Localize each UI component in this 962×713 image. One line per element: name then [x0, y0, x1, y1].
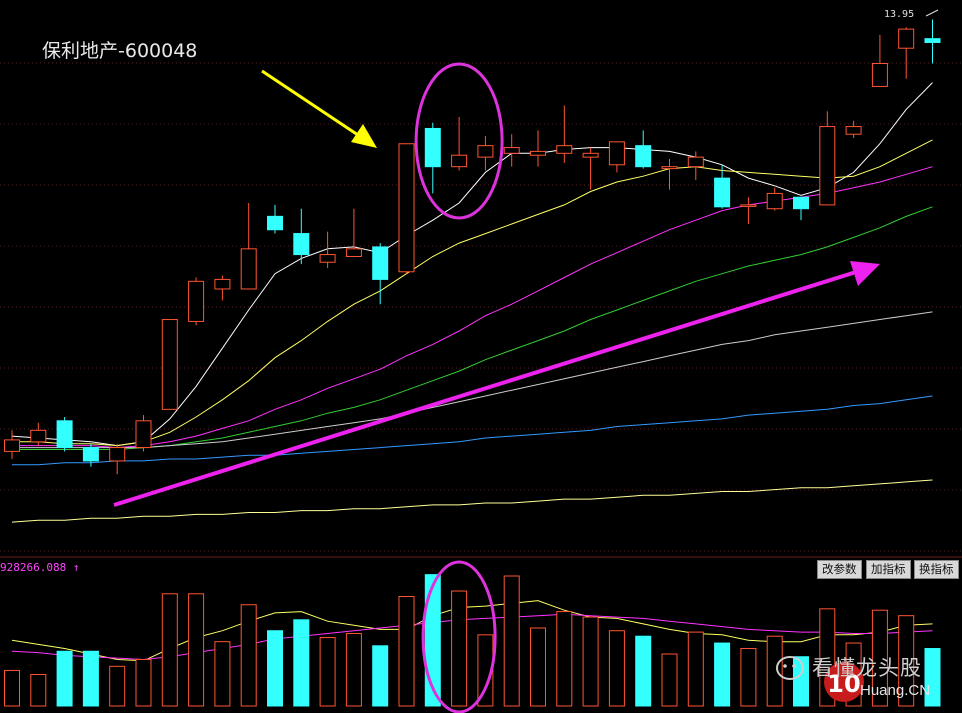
candle-body — [109, 447, 126, 462]
candle-body — [345, 248, 362, 257]
price-ellipse — [414, 62, 504, 220]
volume-bar — [687, 631, 704, 707]
magenta-arrow-shaft — [113, 270, 857, 507]
magenta-arrow-head — [850, 261, 880, 286]
candle-body — [398, 143, 415, 273]
volume-bar — [556, 611, 573, 707]
yellow-arrow-shaft — [261, 69, 362, 139]
candle-body — [898, 28, 915, 49]
ma-line-1 — [12, 139, 933, 447]
volume-bar — [109, 665, 126, 707]
candle-body — [714, 177, 731, 208]
watermark-text: 看懂龙头股 — [812, 656, 922, 680]
volume-bar — [714, 642, 731, 707]
candle-body — [372, 246, 389, 280]
high-marker-line — [925, 9, 939, 17]
moving-average-lines — [11, 82, 933, 523]
candle-body — [503, 147, 520, 154]
volume-bar — [608, 630, 625, 707]
candle-body — [135, 420, 152, 449]
ma-line-3 — [12, 206, 933, 450]
volume-bar — [214, 641, 231, 707]
candle-body — [477, 145, 494, 158]
volume-readout: 928266.088 ↑ — [0, 561, 80, 574]
volume-bar — [56, 650, 73, 707]
high-price-label: 13.95 — [884, 9, 915, 20]
watermark-logo-icon: 10 — [776, 656, 864, 702]
volume-bar — [188, 593, 205, 707]
volume-bar — [530, 627, 546, 707]
candle-body — [424, 127, 441, 168]
candle-body — [582, 152, 599, 158]
candle-body — [793, 196, 809, 210]
volume-bar — [372, 645, 389, 707]
volume-bar — [635, 635, 652, 707]
annotations — [113, 9, 939, 713]
candle-body — [267, 215, 283, 231]
candle-body — [293, 233, 310, 256]
volume-bar — [424, 574, 441, 707]
candle-body — [924, 38, 941, 43]
volume-bar — [740, 648, 757, 707]
candle-body — [319, 254, 336, 263]
volume-bar — [135, 658, 152, 707]
chart-title: 保利地产-600048 — [42, 40, 198, 62]
volume-bar — [898, 615, 915, 707]
candle-body — [819, 126, 836, 206]
candle-body — [161, 319, 178, 410]
add-indicator-button[interactable]: 加指标 — [866, 560, 911, 579]
volume-bar — [319, 637, 336, 707]
volume-bar — [82, 650, 99, 707]
candle-body — [556, 145, 573, 154]
volume-bar — [503, 575, 520, 707]
candle-body — [56, 420, 73, 449]
volume-bar — [398, 596, 415, 707]
candle-body — [740, 204, 757, 207]
modify-params-button[interactable]: 改参数 — [817, 560, 862, 579]
candle-body — [871, 63, 888, 87]
watermark-sub: Huang.CN — [860, 682, 931, 699]
candlesticks — [4, 19, 941, 475]
candle-body — [845, 126, 862, 135]
candle-body — [4, 439, 20, 452]
ma-line-4 — [12, 311, 933, 449]
volume-bar — [161, 593, 178, 707]
ma-line-6 — [11, 479, 933, 523]
volume-bar — [451, 590, 468, 707]
volume-bars — [4, 574, 941, 707]
ma-line-0 — [11, 82, 933, 447]
volume-bar — [582, 616, 599, 707]
candle-body — [188, 280, 205, 322]
yellow-arrow-head — [351, 124, 377, 148]
candle-body — [661, 166, 678, 170]
volume-bar — [766, 635, 783, 707]
candle-body — [687, 156, 704, 168]
volume-bar — [661, 653, 678, 707]
volume-bar — [793, 656, 809, 707]
candle-body — [214, 278, 231, 290]
candle-body — [30, 429, 47, 443]
ma-line-5 — [12, 395, 933, 466]
volume-bar — [30, 674, 47, 707]
volume-bar — [240, 604, 257, 707]
volume-bar — [345, 632, 362, 707]
volume-bar — [267, 630, 283, 707]
candle-body — [451, 154, 468, 168]
candle-body — [766, 192, 783, 210]
candle-body — [82, 447, 99, 462]
volume-bar — [871, 609, 888, 707]
switch-indicator-button[interactable]: 换指标 — [914, 560, 959, 579]
volume-bar — [924, 648, 941, 707]
volume-bar — [293, 619, 310, 707]
volume-ellipse — [421, 560, 497, 713]
candle-body — [530, 150, 546, 156]
watermark-logo: 10 — [827, 670, 860, 698]
volume-bar — [4, 669, 20, 707]
grid-lines — [0, 62, 962, 552]
candle-body — [608, 141, 625, 166]
candle-body — [240, 248, 257, 290]
candle-body — [635, 145, 652, 168]
